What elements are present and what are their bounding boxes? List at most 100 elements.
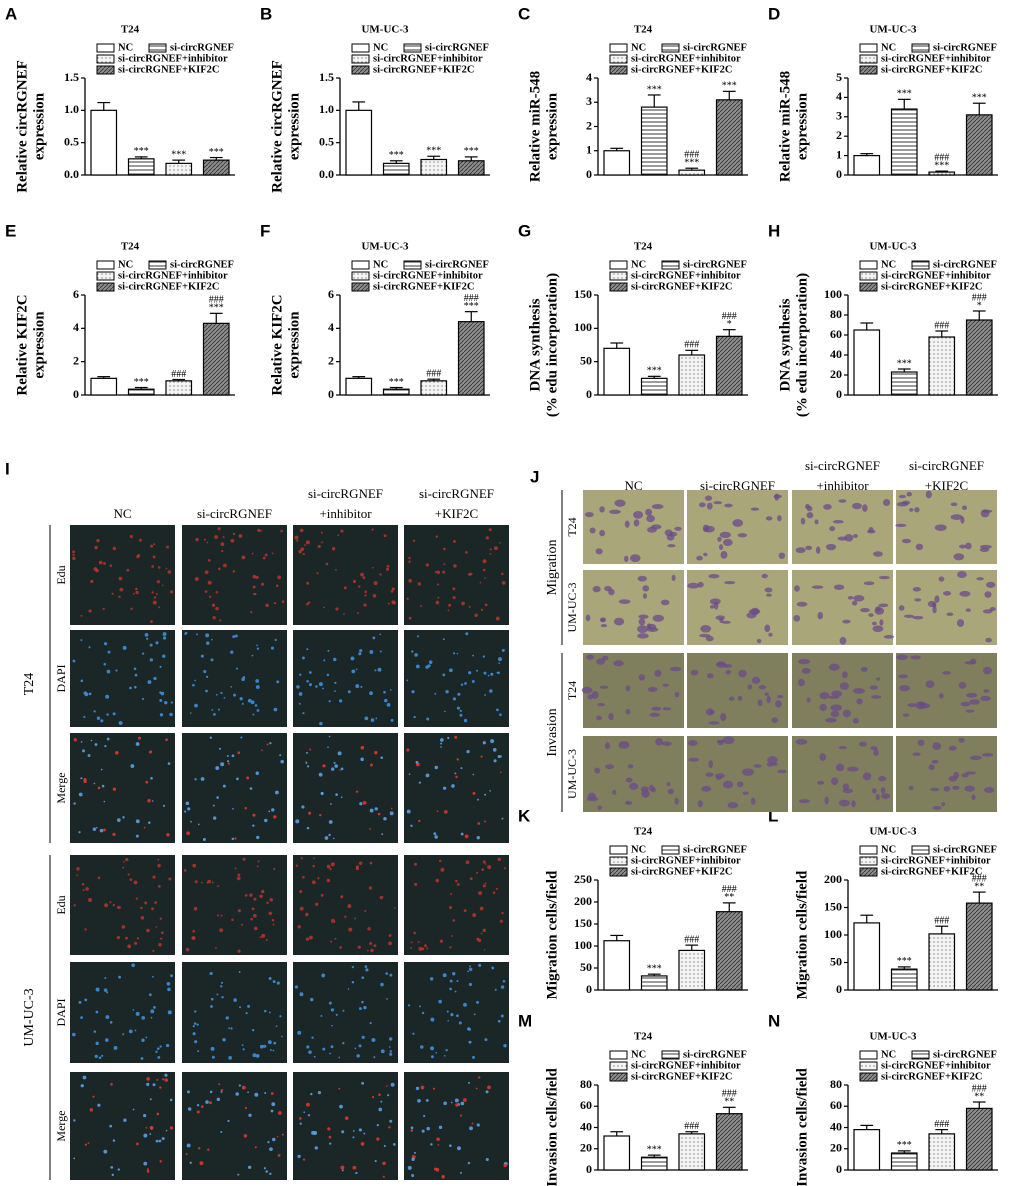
bar — [890, 1152, 918, 1171]
panel-letter: I — [5, 459, 10, 478]
y-tick-label: 0 — [586, 1162, 592, 1176]
chart-title: T24 — [634, 1031, 653, 1043]
chart-title: UM-UC-3 — [869, 24, 917, 36]
column-label: si-circRGNEF — [805, 458, 880, 473]
legend-label: si-circRGNEF — [683, 259, 747, 270]
micrograph — [583, 490, 684, 564]
significance-mark: *** — [209, 147, 224, 158]
legend-swatch — [96, 260, 115, 270]
bar — [890, 108, 918, 176]
legend-label: si-circRGNEF — [933, 259, 997, 270]
y-tick-label: 100 — [574, 938, 592, 952]
error-bar — [722, 90, 736, 100]
y-tick-label: 60 — [830, 327, 842, 341]
micrograph — [687, 570, 788, 645]
chart-title: UM-UC-3 — [361, 241, 409, 253]
significance-mark: *** — [897, 956, 912, 967]
legend-swatch — [661, 43, 680, 53]
micrograph — [70, 962, 175, 1063]
bar — [965, 319, 993, 396]
micrograph — [182, 1072, 287, 1180]
y-tick-label: 50 — [830, 954, 842, 968]
significance-mark: *** — [972, 93, 987, 104]
micrograph — [792, 490, 893, 564]
row-label: T24 — [565, 681, 579, 700]
bar — [678, 1133, 706, 1171]
error-bar — [685, 944, 699, 951]
panel-letter: H — [768, 221, 780, 240]
y-tick-label: 200 — [574, 894, 592, 908]
micrograph — [182, 525, 287, 625]
micrograph — [70, 855, 175, 955]
micrograph — [896, 570, 997, 645]
column-label: NC — [113, 506, 131, 521]
bar — [457, 321, 485, 396]
y-tick-label: 60 — [580, 1098, 592, 1112]
y-tick-label: 150 — [574, 916, 592, 930]
y-tick-label: 40 — [830, 347, 842, 361]
significance-mark: *** — [171, 149, 186, 160]
micrograph — [583, 736, 684, 812]
bar — [678, 354, 706, 396]
bar — [345, 377, 373, 396]
y-axis-label: Invasion cells/field — [794, 1067, 810, 1186]
legend-label: si-circRGNEF+KIF2C — [631, 866, 732, 877]
legend-swatch — [96, 271, 115, 281]
error-bar — [134, 386, 148, 390]
row-label: Edu — [54, 895, 68, 914]
panel-letter: A — [5, 4, 17, 23]
y-tick-label: 3 — [586, 94, 592, 108]
legend-swatch — [403, 260, 422, 270]
legend-label: si-circRGNEF — [933, 844, 997, 855]
y-tick-label: 200 — [824, 872, 842, 886]
chart-title: UM-UC-3 — [869, 1031, 917, 1043]
legend-label: si-circRGNEF+KIF2C — [118, 281, 219, 292]
bar — [603, 150, 631, 176]
micrograph — [404, 733, 509, 843]
significance-mark: ** — [974, 881, 984, 892]
error-bar — [209, 312, 223, 324]
y-tick-label: 40 — [830, 1119, 842, 1133]
significance-mark: *** — [684, 158, 699, 169]
legend-swatch — [911, 1050, 930, 1060]
y-tick-label: 80 — [580, 1077, 592, 1091]
panel-letter: B — [260, 4, 272, 23]
legend-swatch — [351, 260, 370, 270]
significance-mark: ### — [934, 1119, 949, 1130]
y-tick-label: 6 — [328, 287, 334, 301]
bar — [678, 169, 706, 176]
legend-swatch — [609, 856, 628, 866]
row-label: UM-UC-3 — [565, 583, 579, 633]
y-axis-label: (% edu incorporation) — [794, 273, 810, 417]
legend-swatch — [403, 43, 422, 53]
y-axis-label: Relative circRGNEF — [269, 60, 285, 193]
panel-letter: G — [518, 221, 531, 240]
error-bar — [389, 386, 403, 390]
error-bar — [972, 310, 986, 320]
bar — [678, 949, 706, 991]
significance-mark: * — [727, 319, 732, 330]
micrograph — [792, 570, 895, 645]
legend-swatch — [609, 260, 628, 270]
bar — [457, 160, 485, 176]
error-bar — [897, 966, 911, 970]
column-label: +KIF2C — [435, 506, 478, 521]
y-tick-label: 2 — [836, 128, 842, 142]
legend-swatch — [351, 43, 370, 53]
significance-mark: ### — [722, 311, 737, 322]
bar — [202, 322, 230, 396]
y-axis-label: expression — [286, 92, 302, 160]
legend-swatch — [609, 1072, 628, 1082]
legend-swatch — [661, 1050, 680, 1060]
error-bar — [935, 170, 949, 173]
micrograph — [404, 962, 509, 1063]
y-tick-label: 0 — [836, 1162, 842, 1176]
legend-label: NC — [881, 259, 896, 270]
error-bar — [610, 342, 624, 349]
legend-swatch — [96, 54, 115, 64]
significance-mark: ### — [684, 150, 699, 161]
legend-swatch — [609, 271, 628, 281]
legend-swatch — [859, 54, 878, 64]
y-tick-label: 0 — [836, 982, 842, 996]
y-tick-label: 40 — [580, 1119, 592, 1133]
